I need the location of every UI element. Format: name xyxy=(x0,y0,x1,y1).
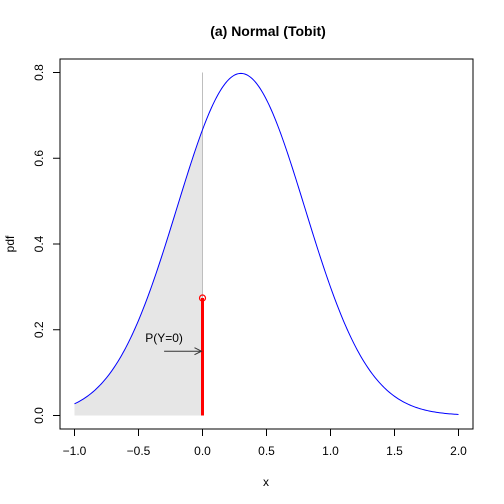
y-tick-label: 0.2 xyxy=(32,321,46,338)
plot-area xyxy=(59,58,474,430)
x-tick-label: −1.0 xyxy=(63,444,87,458)
annotation-label: P(Y=0) xyxy=(145,331,183,345)
y-tick-label: 0.8 xyxy=(32,64,46,81)
x-tick-label: 2.0 xyxy=(450,444,467,458)
shaded-region xyxy=(74,129,203,416)
y-tick-label: 0.6 xyxy=(32,150,46,167)
y-axis-label: pdf xyxy=(3,235,17,252)
y-axis: 0.0 0.2 0.4 0.6 0.8 xyxy=(32,64,61,424)
chart-title: (a) Normal (Tobit) xyxy=(210,23,326,39)
x-tick-label: 1.5 xyxy=(386,444,403,458)
x-tick-label: −0.5 xyxy=(127,444,151,458)
x-axis: −1.0 −0.5 0.0 0.5 1.0 1.5 2.0 xyxy=(63,428,467,458)
x-tick-label: 0.0 xyxy=(194,444,211,458)
x-tick-label: 1.0 xyxy=(322,444,339,458)
density-curve xyxy=(74,72,459,415)
x-tick-label: 0.5 xyxy=(258,444,275,458)
point-mass-marker xyxy=(198,294,207,302)
annotation-arrow-head xyxy=(194,347,203,356)
x-axis-label: x xyxy=(263,475,269,489)
y-tick-label: 0.4 xyxy=(32,235,46,252)
y-tick-label: 0.0 xyxy=(32,407,46,424)
